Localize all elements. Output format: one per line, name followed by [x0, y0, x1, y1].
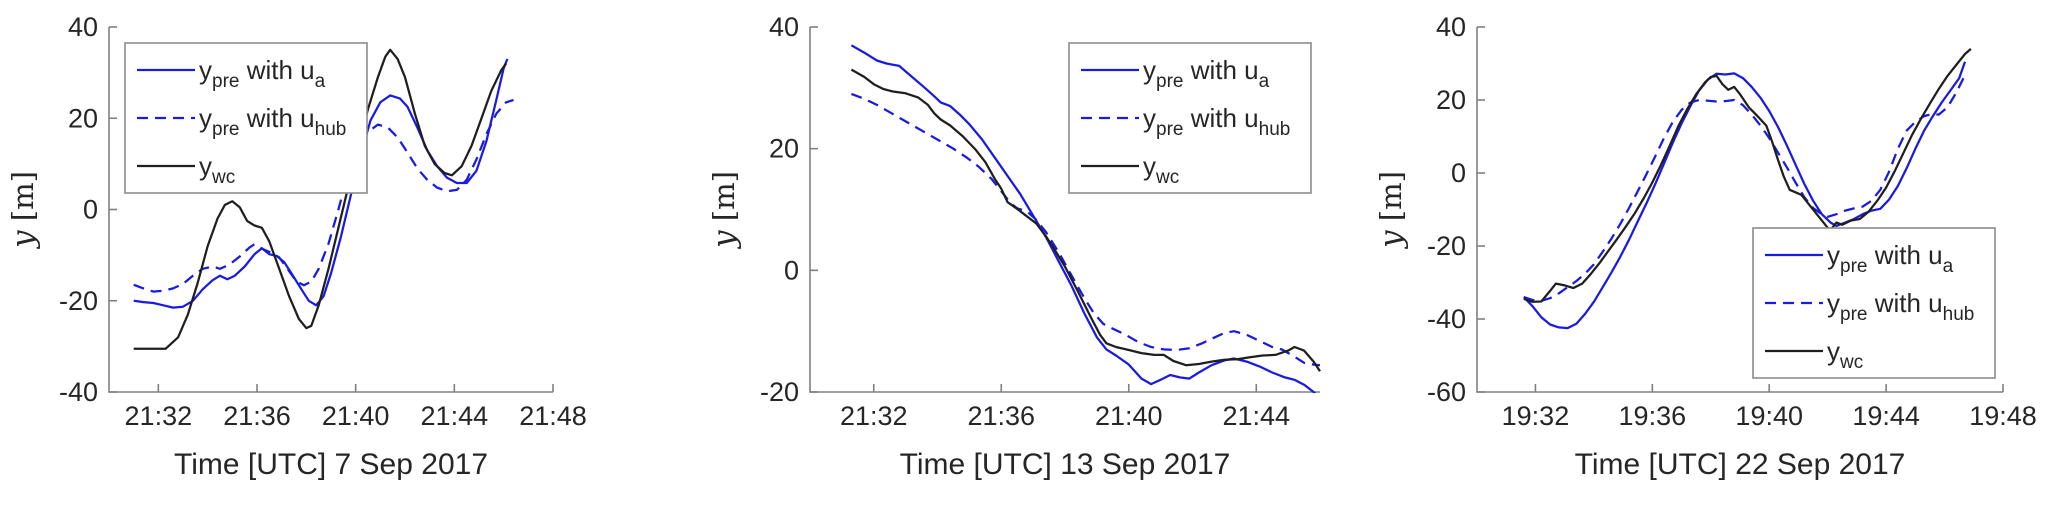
y-axis-tick-label: 40	[68, 12, 98, 42]
x-axis-tick-label: 19:32	[1502, 401, 1570, 431]
x-axis-tick-label: 21:44	[421, 401, 489, 431]
x-axis-tick-label: 21:36	[223, 401, 291, 431]
y-axis-tick-label: 20	[68, 103, 98, 133]
x-axis-label: Time [UTC] 13 Sep 2017	[900, 448, 1231, 481]
x-axis-tick-label: 19:48	[1969, 401, 2037, 431]
chart-panel-22-sep: -60 -40 -20 0 20 40 19:32 19:36 19:40 19:44 19:48 T…	[1373, 0, 2067, 508]
legend-entry-label: ypre with uhub	[199, 103, 346, 140]
legend-entry-label: ypre with ua	[1143, 55, 1270, 92]
x-axis-label: Time [UTC] 7 Sep 2017	[174, 448, 488, 481]
series-uhub-line	[850, 92, 1321, 367]
legend: ypre with ua ypre with uhub ywc	[124, 42, 368, 194]
chart-2-svg: -20 0 20 40 21:32 21:36 21:40 21:44 Time [UTC] 1…	[706, 12, 1321, 481]
legend-entry-label: ypre with uhub	[1827, 288, 1974, 325]
chart-panel-13-sep: -20 0 20 40 21:32 21:36 21:40 21:44 Time [UTC] 1…	[689, 0, 1378, 508]
legend-box	[124, 42, 368, 194]
x-axis-tick-label: 19:36	[1619, 401, 1687, 431]
x-axis-tick-label: 21:36	[967, 401, 1035, 431]
x-axis-tick-label: 21:48	[519, 401, 587, 431]
series-ua-line	[850, 44, 1317, 393]
legend-entry-label: ywc	[1827, 336, 1863, 373]
series-uhub-line	[1523, 77, 1965, 302]
y-axis-tick-label: 40	[769, 12, 799, 42]
y-axis-tick-label: -20	[1427, 231, 1466, 261]
y-axis-tick-label: 20	[1436, 85, 1466, 115]
y-axis-tick-label: -20	[59, 286, 98, 316]
series-wc-line	[133, 48, 508, 350]
x-axis-tick-label: 21:40	[322, 401, 390, 431]
y-axis-label: y [m]	[1378, 171, 1409, 250]
legend: ypre with ua ypre with uhub ywc	[1068, 42, 1312, 194]
legend-entry-label: ywc	[199, 151, 235, 188]
legend-entry-label: ypre with ua	[199, 55, 326, 92]
series-wc-line	[1523, 48, 1972, 303]
x-axis-label: Time [UTC] 22 Sep 2017	[1575, 448, 1906, 481]
y-axis-label: y [m]	[706, 171, 742, 250]
chart-panel-7-sep: -40 -20 0 20 40 21:32 21:36 21:40 21:44 21:48 Time…	[0, 0, 689, 508]
y-axis-tick-label: -40	[1427, 304, 1466, 334]
x-axis-tick-label: 21:40	[1095, 401, 1163, 431]
y-axis-tick-label: -20	[760, 377, 799, 407]
x-axis-tick-label: 19:44	[1852, 401, 1920, 431]
legend-entry-label: ypre with uhub	[1143, 103, 1290, 140]
y-axis-tick-label: 20	[769, 134, 799, 164]
chart-3-svg: -60 -40 -20 0 20 40 19:32 19:36 19:40 19:44 19:48 T…	[1373, 12, 2037, 481]
x-axis-tick-label: 21:44	[1222, 401, 1290, 431]
y-axis-label: y [m]	[5, 171, 41, 250]
chart-1-svg: -40 -20 0 20 40 21:32 21:36 21:40 21:44 21:48 Time…	[5, 12, 587, 481]
x-axis-tick-label: 21:32	[125, 401, 193, 431]
y-axis-tick-label: 0	[83, 195, 98, 225]
legend: ypre with ua ypre with uhub ywc	[1752, 227, 1996, 379]
y-axis-tick-label: 0	[1451, 158, 1466, 188]
legend-entry-label: ypre with ua	[1827, 240, 1954, 277]
y-axis-tick-label: 0	[784, 255, 799, 285]
series-ua-line	[133, 58, 509, 309]
x-axis-tick-label: 21:32	[840, 401, 908, 431]
x-axis-tick-label: 19:40	[1735, 401, 1803, 431]
y-axis-tick-label: 40	[1436, 12, 1466, 42]
series-ua-line	[1522, 61, 1967, 330]
series-wc-line	[850, 68, 1321, 372]
y-axis-tick-label: -40	[59, 377, 98, 407]
y-axis-tick-label: -60	[1427, 377, 1466, 407]
legend-entry-label: ywc	[1143, 151, 1179, 188]
